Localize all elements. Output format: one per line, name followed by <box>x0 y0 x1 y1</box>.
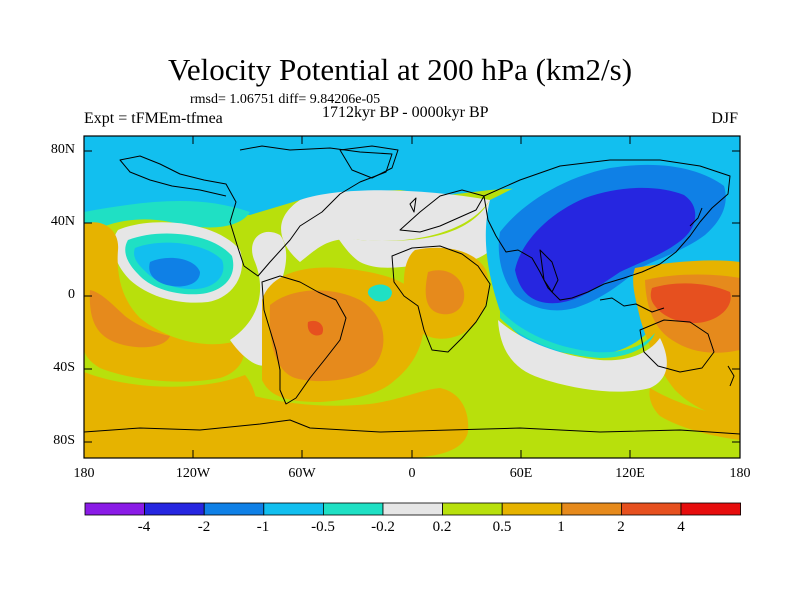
colorbar <box>84 502 741 516</box>
contour-sw-positive <box>84 372 258 458</box>
contour-snake-band <box>230 231 287 366</box>
colorbar-box <box>501 502 563 516</box>
lat-label-40s: 40S <box>53 360 75 375</box>
map-title: Velocity Potential at 200 hPa (km2/s) <box>167 52 633 87</box>
colorbar-label: 0.5 <box>492 519 512 535</box>
contour-seastern-positive <box>649 388 740 440</box>
lon-label-180e: 180 <box>729 466 751 481</box>
coast-antarctica <box>84 419 740 435</box>
contour-north-band <box>84 136 740 228</box>
contour-north-teal <box>84 201 250 236</box>
colorbar-label: -0.2 <box>371 519 395 535</box>
coast-south-america <box>261 275 347 405</box>
lon-label-0: 0 <box>408 466 416 481</box>
contour-sindian-teal <box>500 310 655 358</box>
coast-japan <box>689 207 703 227</box>
colorbar-label: -0.5 <box>311 519 335 535</box>
lon-label-60w: 60W <box>288 466 316 481</box>
colorbar-label: -2 <box>197 519 211 535</box>
lon-label-120w: 120W <box>175 466 211 481</box>
contour-wpac-east-core <box>650 283 731 324</box>
rmsd-diff-stats: rmsd= 1.06751 diff= 9.84206e-05 <box>190 92 381 107</box>
contour-southern-positive <box>250 388 469 458</box>
coast-greenland <box>339 145 399 179</box>
experiment-label: Expt = tFMEm-tfmea <box>84 110 223 127</box>
lat-label-0: 0 <box>68 287 75 302</box>
contour-wpac-mid <box>89 290 170 348</box>
colorbar-label: 4 <box>677 519 685 535</box>
coastlines <box>84 145 740 435</box>
lon-label-120e: 120E <box>615 466 645 481</box>
contour-sindian-neutral <box>498 320 667 392</box>
contour-north-neutral <box>281 190 490 262</box>
lat-label-40n: 40N <box>50 214 75 229</box>
coast-australia <box>639 319 715 373</box>
coast-africa <box>391 245 491 353</box>
colorbar-box <box>561 502 622 516</box>
contour-africa-mid <box>425 270 465 315</box>
colorbar-box <box>621 502 682 516</box>
lat-label-80n: 80N <box>50 142 75 157</box>
colorbar-box <box>382 502 443 516</box>
coast-indonesia <box>599 297 665 313</box>
contour-field <box>84 136 740 458</box>
colorbar-box <box>84 502 145 516</box>
colorbar-label: -1 <box>256 519 270 535</box>
contour-asia-core <box>515 187 696 304</box>
season-label: DJF <box>711 110 738 127</box>
axis-ticks <box>84 136 740 458</box>
coast-uk <box>409 197 417 213</box>
colorbar-box <box>322 502 384 516</box>
contour-atlantic-teal-spot <box>367 284 392 302</box>
period-label: 1712kyr BP - 0000kyr BP <box>322 104 489 121</box>
colorbar-label: 1 <box>557 519 565 535</box>
contour-pacific-blue <box>149 257 200 287</box>
colorbar-box <box>442 502 503 516</box>
colorbar-box <box>203 502 265 516</box>
colorbar-box <box>263 502 324 516</box>
coast-india <box>539 249 559 293</box>
contour-samerica-core <box>307 320 324 336</box>
coast-asia <box>483 159 731 301</box>
coast-new-zealand <box>727 365 735 387</box>
coast-europe <box>399 189 485 233</box>
colorbar-label: 2 <box>617 519 625 535</box>
lon-label-180w: 180 <box>73 466 95 481</box>
colorbar-label: 0.2 <box>432 519 452 535</box>
contour-samerica-mid <box>269 290 384 382</box>
colorbar-label: -4 <box>137 519 151 535</box>
lon-label-60e: 60E <box>509 466 533 481</box>
colorbar-box <box>144 502 205 516</box>
coast-north-america <box>119 145 393 277</box>
lat-label-80s: 80S <box>53 433 75 448</box>
colorbar-box <box>680 502 741 516</box>
